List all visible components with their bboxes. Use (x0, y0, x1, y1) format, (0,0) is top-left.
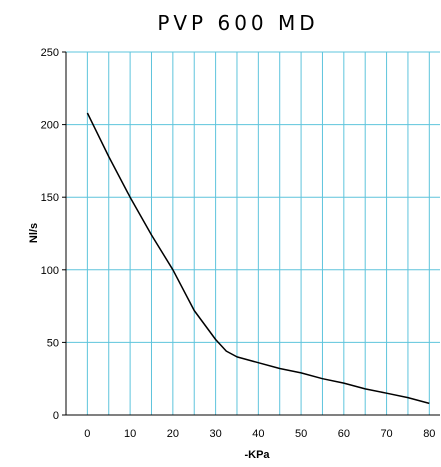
x-tick-label: 20 (167, 428, 179, 440)
axes (65, 52, 440, 416)
x-tick-label: 50 (295, 428, 307, 440)
x-axis-label: -KPa (244, 449, 270, 461)
grid (66, 51, 440, 415)
x-tick-label: 30 (209, 428, 221, 440)
y-tick-label: 150 (41, 192, 59, 204)
x-tick-label: 40 (252, 428, 264, 440)
x-tick-label: 0 (84, 428, 90, 440)
y-tick-label: 200 (41, 120, 59, 132)
y-tick-label: 0 (53, 410, 59, 422)
x-tick-label: 10 (124, 428, 136, 440)
chart-title: PVP 600 MD (157, 11, 318, 35)
x-axis-ticks: 0 10 20 30 40 50 60 70 80 (84, 428, 435, 440)
x-tick-label: 70 (380, 428, 392, 440)
y-axis-ticks: 0 50 100 150 200 250 (41, 47, 66, 422)
y-tick-label: 50 (47, 337, 59, 349)
series-line (86, 112, 430, 405)
y-tick-label: 100 (41, 265, 59, 277)
series (86, 112, 430, 405)
y-axis-label: Nl/s (28, 223, 40, 243)
x-tick-label: 60 (338, 428, 350, 440)
x-tick-label: 80 (423, 428, 435, 440)
y-tick-label: 250 (41, 47, 59, 59)
